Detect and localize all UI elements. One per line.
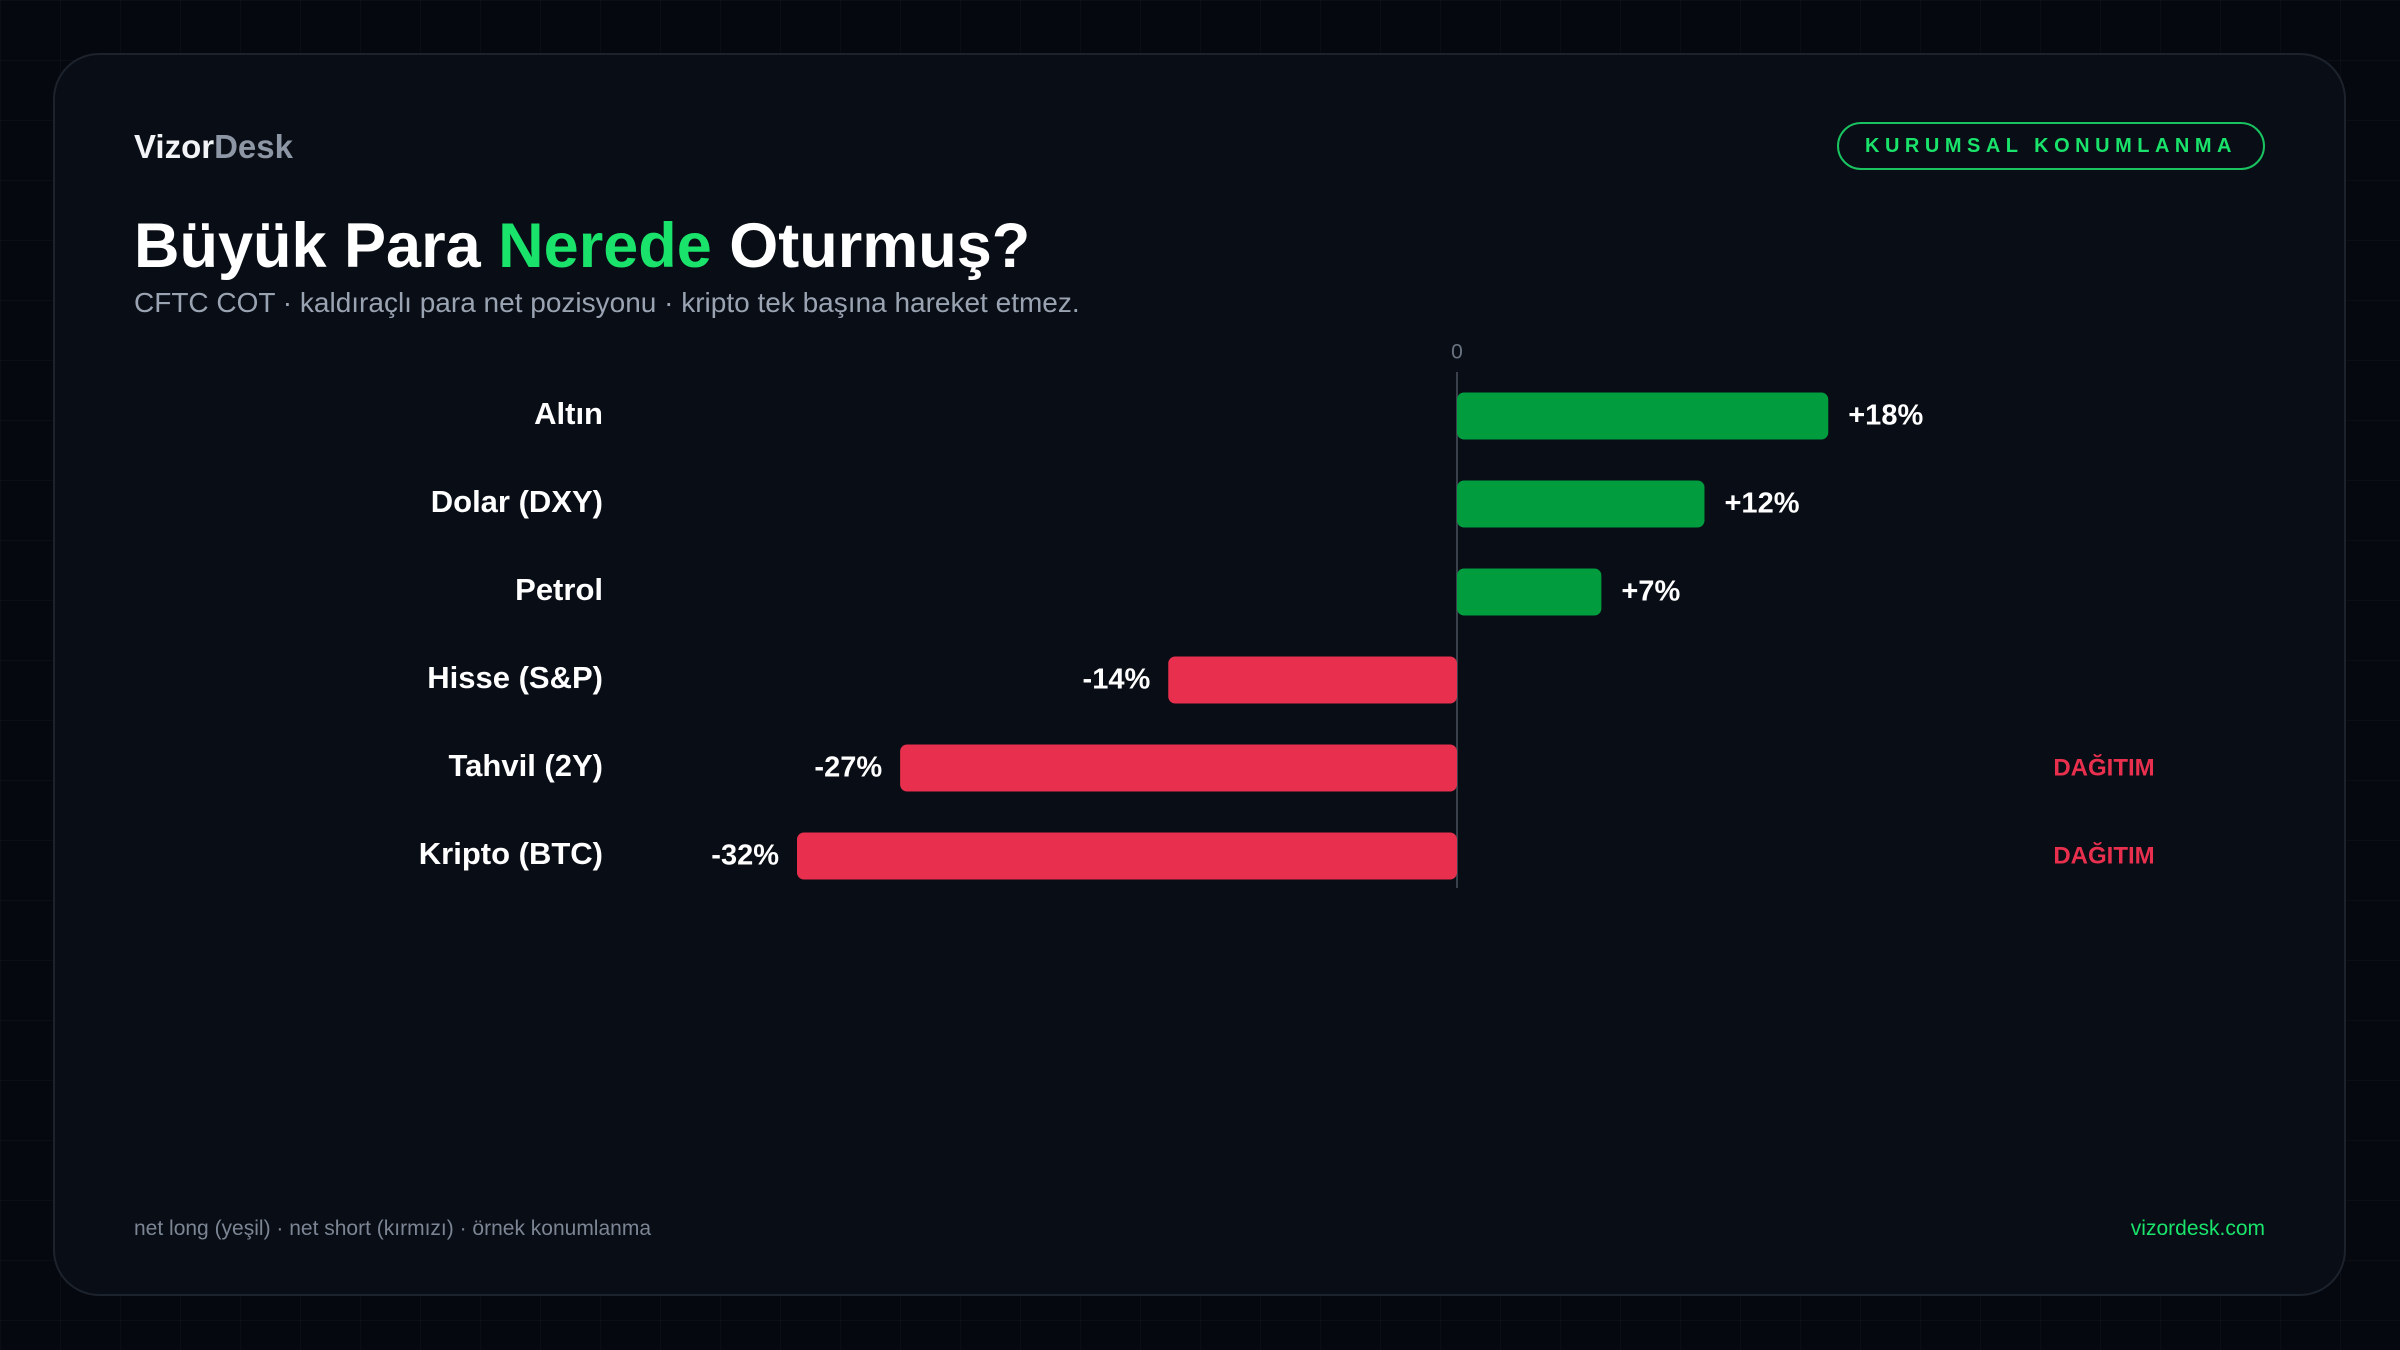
bar	[1457, 392, 1829, 440]
bar	[1457, 568, 1602, 616]
bar	[1457, 480, 1705, 528]
title-highlight: Nerede	[498, 211, 712, 281]
title: Büyük Para Nerede Oturmuş?	[134, 210, 1030, 282]
subtitle: CFTC COT · kaldıraçlı para net pozisyonu…	[134, 287, 1080, 318]
badge: KURUMSAL KONUMLANMA	[1837, 122, 2265, 170]
bar	[900, 744, 1457, 792]
title-part: Oturmuş?	[711, 211, 1031, 281]
annotation: DAĞITIM	[2053, 753, 2154, 781]
bar	[797, 832, 1457, 880]
brand-part: Desk	[214, 128, 293, 165]
value-label: +18%	[1848, 400, 1923, 432]
footer-note: net long (yeşil) · net short (kırmızı) ·…	[134, 1217, 652, 1240]
value-label: +7%	[1621, 576, 1680, 608]
value-label: -14%	[1083, 664, 1151, 696]
bar	[1168, 656, 1457, 704]
category-label: Tahvil (2Y)	[449, 748, 603, 783]
value-label: -32%	[711, 840, 779, 872]
value-label: +12%	[1725, 488, 1800, 520]
category-label: Petrol	[515, 572, 603, 607]
category-label: Hisse (S&P)	[427, 660, 603, 695]
category-label: Kripto (BTC)	[419, 836, 603, 871]
x-tick-label: 0	[1451, 341, 1463, 364]
annotation: DAĞITIM	[2053, 841, 2154, 869]
category-label: Altın	[534, 396, 603, 431]
footer-site: vizordesk.com	[2130, 1217, 2265, 1240]
brand-part: Vizor	[134, 128, 215, 165]
category-label: Dolar (DXY)	[431, 484, 603, 519]
brand: VizorDesk	[134, 128, 293, 166]
value-label: -27%	[814, 752, 882, 784]
title-part: Büyük Para	[134, 211, 499, 281]
